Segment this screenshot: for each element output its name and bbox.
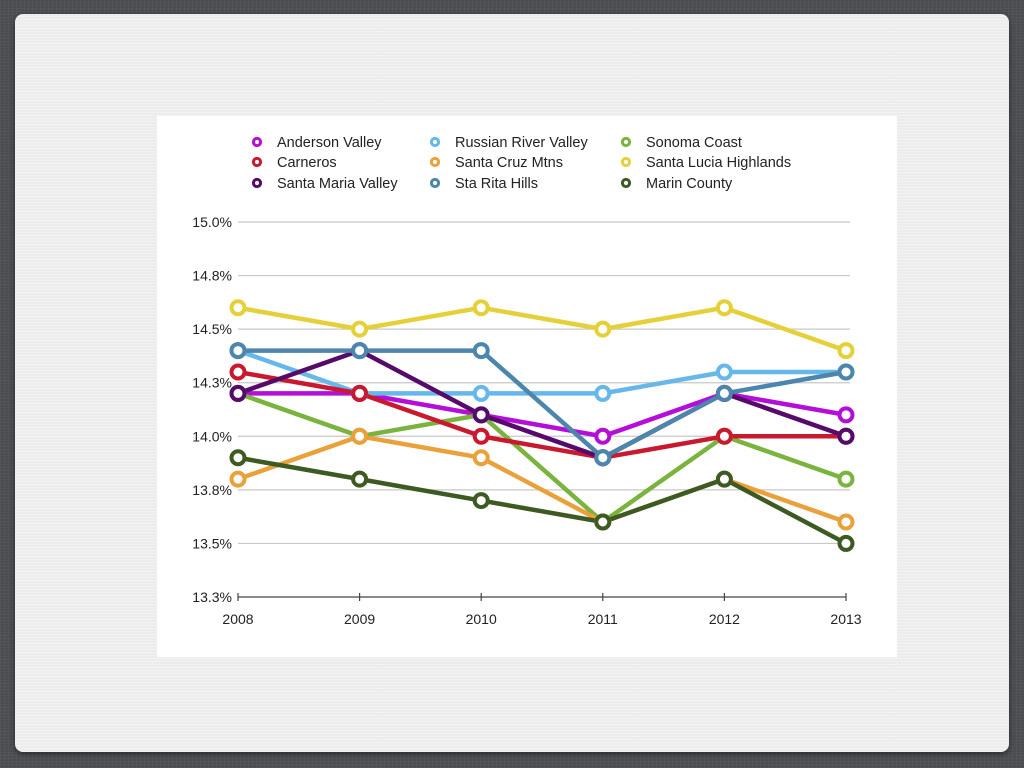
x-tick-label: 2009 [344, 611, 375, 627]
legend-marker-icon [251, 136, 263, 148]
y-tick-label: 14.8% [192, 268, 232, 284]
data-point [837, 513, 855, 531]
data-point [351, 320, 369, 338]
legend-marker-icon [429, 177, 441, 189]
legend-marker-icon [429, 156, 441, 168]
series-line [238, 348, 847, 460]
data-point [472, 427, 490, 445]
data-point [472, 384, 490, 402]
x-tick-label: 2010 [466, 611, 497, 627]
x-tick-label: 2012 [709, 611, 740, 627]
legend-marker-icon [620, 156, 632, 168]
legend-marker-icon [429, 136, 441, 148]
y-tick-label: 13.8% [192, 482, 232, 498]
x-tick-label: 2013 [830, 611, 861, 627]
legend-label: Santa Maria Valley [277, 176, 398, 192]
x-tick-label: 2011 [588, 611, 618, 627]
data-point [715, 427, 733, 445]
series-line [237, 391, 847, 525]
series-line [237, 369, 846, 460]
data-point [594, 427, 612, 445]
data-point [229, 449, 247, 467]
legend-label: Russian River Valley [455, 135, 588, 151]
data-point [837, 534, 855, 552]
legend-marker-icon [620, 177, 632, 189]
data-point [837, 342, 855, 360]
legend-label: Sonoma Coast [646, 135, 742, 151]
data-point [229, 384, 247, 402]
series-line [237, 455, 848, 546]
data-point [472, 492, 490, 510]
y-tick-label: 14.5% [192, 321, 232, 337]
legend-label: Carneros [277, 155, 337, 171]
series-line [237, 348, 846, 396]
series-line [237, 305, 847, 353]
legend-label: Santa Lucia Highlands [646, 155, 791, 171]
data-point [472, 342, 490, 360]
data-point [351, 470, 369, 488]
data-point [594, 320, 612, 338]
x-tick-label: 2008 [222, 611, 253, 627]
y-tick-label: 14.0% [192, 428, 232, 444]
data-point [229, 299, 247, 317]
y-tick-label: 13.3% [192, 589, 232, 605]
y-tick-label: 13.5% [192, 535, 232, 551]
data-point [837, 427, 855, 445]
legend-label: Marin County [646, 176, 733, 192]
y-tick-label: 14.3% [192, 375, 232, 391]
data-point [351, 427, 369, 445]
data-point [715, 384, 733, 402]
data-point [837, 470, 855, 488]
series-line [237, 348, 847, 460]
series-line [238, 391, 847, 439]
data-point [715, 299, 733, 317]
data-point [229, 342, 247, 360]
data-point [594, 513, 612, 531]
data-point [229, 363, 247, 381]
chart-panel: 13.3% 13.5% 13.8% 14.0% 14.3% 14.5% 14.8% 15.0%… [157, 116, 897, 657]
legend-marker-icon [251, 156, 263, 168]
data-point [837, 406, 855, 424]
series-line [237, 434, 847, 525]
data-point [472, 299, 490, 317]
data-point [472, 406, 490, 424]
y-tick-label: 15.0% [192, 214, 232, 230]
legend-label: Sta Rita Hills [455, 176, 538, 192]
data-point [594, 384, 612, 402]
data-point [594, 449, 612, 467]
legend-marker-icon [620, 136, 632, 148]
data-point [715, 470, 733, 488]
data-point [472, 449, 490, 467]
legend-label: Santa Cruz Mtns [455, 155, 563, 171]
data-point [351, 384, 369, 402]
legend-label: Anderson Valley [277, 135, 382, 151]
data-point [715, 363, 733, 381]
data-point [229, 470, 247, 488]
data-point [351, 342, 369, 360]
legend-marker-icon [251, 177, 263, 189]
data-point [837, 363, 855, 381]
slide-card: 13.3% 13.5% 13.8% 14.0% 14.3% 14.5% 14.8% 15.0%… [15, 14, 1009, 752]
line-chart: 13.3% 13.5% 13.8% 14.0% 14.3% 14.5% 14.8% 15.0%… [192, 135, 861, 627]
